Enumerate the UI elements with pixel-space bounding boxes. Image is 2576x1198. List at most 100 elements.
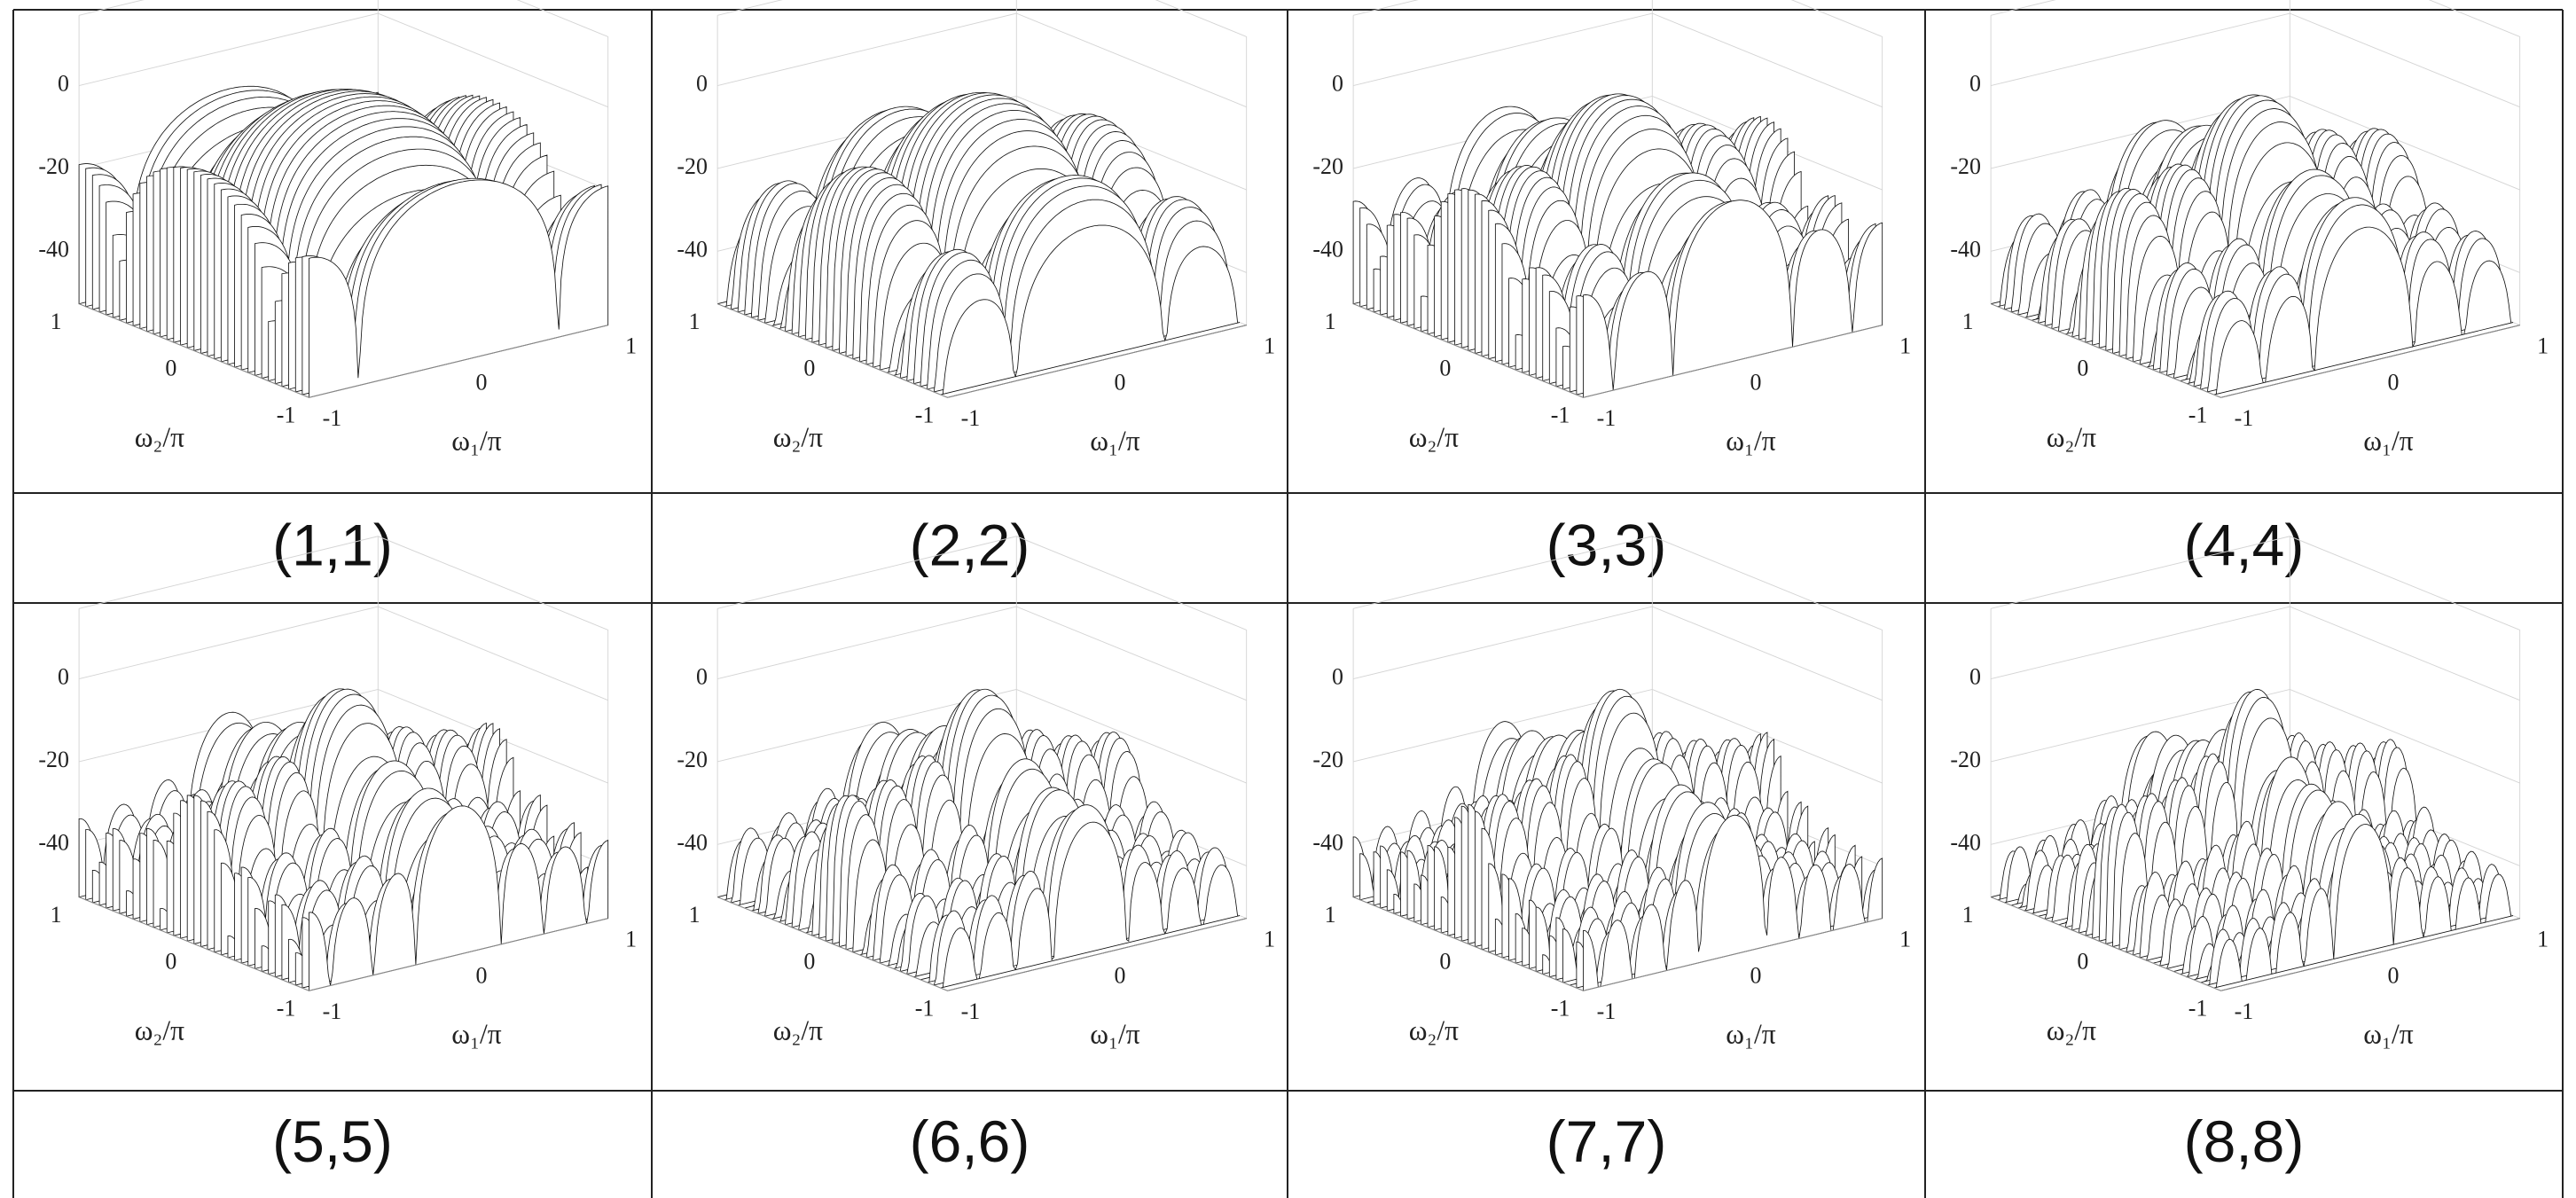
surface-strip (940, 821, 1241, 989)
box-edge (1352, 0, 1883, 37)
axis-line (1990, 897, 2520, 991)
z-tick-label: -40 (38, 829, 69, 855)
x-tick-label: 1 (1899, 333, 1911, 359)
surface-strip (2213, 226, 2514, 395)
x-tick-label: 0 (476, 369, 488, 395)
axis-line (78, 303, 608, 398)
z-tick-label: 0 (58, 664, 69, 690)
x-tick-label: -1 (961, 405, 981, 431)
box-edge (1990, 536, 2520, 630)
x-axis-label: ω₁/π (1090, 1018, 1139, 1049)
axis-line (1352, 303, 1883, 398)
y-tick-label: -1 (2188, 402, 2208, 427)
panel-label: (4,4) (2184, 512, 2305, 577)
x-tick-label: 0 (2388, 369, 2400, 395)
x-tick-label: 0 (1115, 369, 1126, 395)
axis-line (1352, 897, 1883, 991)
y-tick-label: -1 (1551, 995, 1570, 1021)
panel-label: (6,6) (910, 1108, 1030, 1174)
x-tick-label: 0 (1115, 962, 1126, 988)
z-tick-label: -40 (1950, 236, 1981, 262)
x-tick-label: 1 (1264, 927, 1275, 952)
y-tick-label: -1 (1551, 402, 1570, 427)
z-tick-label: 0 (696, 664, 708, 690)
y-tick-label: 1 (51, 902, 62, 928)
x-tick-label: 0 (2388, 962, 2400, 988)
x-tick-label: 1 (1899, 927, 1911, 952)
x-axis-label: ω₁/π (1090, 425, 1139, 456)
panel-label: (1,1) (272, 512, 393, 577)
y-tick-label: -1 (915, 402, 935, 427)
axis-line (78, 897, 608, 991)
x-axis-label: ω₁/π (451, 425, 501, 456)
surface-plot: 0 -20 -40 -1 0 1 -1 0 1 ω₁/π ω₂/π (677, 0, 1275, 456)
grid-line (1352, 606, 1883, 701)
surface-strip (1583, 814, 1883, 991)
grid-line (716, 606, 1247, 701)
y-tick-label: 0 (2077, 949, 2088, 975)
z-tick-label: -40 (1312, 829, 1343, 855)
y-tick-label: -1 (277, 402, 296, 427)
surface-strip (940, 224, 1241, 395)
x-tick-label: -1 (1597, 405, 1617, 431)
x-tick-label: 1 (2537, 927, 2549, 952)
z-tick-label: 0 (1332, 664, 1343, 690)
axis-line (1990, 303, 2520, 398)
panel-label: (3,3) (1546, 512, 1667, 577)
grid-line (1990, 606, 2520, 701)
surface-plot: 0 -20 -40 -1 0 1 -1 0 1 ω₁/π ω₂/π (38, 536, 637, 1049)
x-tick-label: -1 (323, 405, 342, 431)
x-tick-label: 0 (1750, 369, 1762, 395)
y-tick-label: 0 (803, 949, 815, 975)
y-tick-label: 0 (803, 356, 815, 381)
x-tick-label: 0 (476, 962, 488, 988)
x-axis-label: ω₁/π (2363, 425, 2413, 456)
grid-line (716, 12, 1247, 108)
z-tick-label: 0 (1969, 71, 1981, 97)
y-tick-label: 1 (1962, 902, 1974, 928)
z-tick-label: -40 (1950, 829, 1981, 855)
x-tick-label: -1 (323, 998, 342, 1024)
z-tick-label: -20 (677, 153, 708, 179)
z-tick-label: -20 (677, 747, 708, 772)
y-tick-label: 1 (689, 309, 701, 334)
x-tick-label: 0 (1750, 962, 1762, 988)
panel-label: (2,2) (910, 512, 1030, 577)
y-tick-label: 0 (1439, 356, 1451, 381)
surface-plot: 0 -20 -40 -1 0 1 -1 0 1 ω₁/π ω₂/π (1312, 0, 1911, 456)
x-tick-label: 1 (625, 927, 637, 952)
grid-line (716, 95, 1247, 191)
surface-plot: 0 -20 -40 -1 0 1 -1 0 1 ω₁/π ω₂/π (677, 536, 1275, 1049)
grid-line (1352, 688, 1883, 784)
surface-strip (1583, 200, 1883, 398)
surface-plot: 0 -20 -40 -1 0 1 -1 0 1 ω₁/π ω₂/π (1950, 536, 2549, 1049)
z-tick-label: -20 (1312, 153, 1343, 179)
grid-line (1990, 95, 2520, 191)
panel-label: (7,7) (1546, 1108, 1667, 1174)
y-tick-label: -1 (915, 995, 935, 1021)
box-edge (78, 536, 608, 630)
y-tick-label: 0 (165, 949, 176, 975)
z-tick-label: -40 (677, 829, 708, 855)
box-edge (1352, 536, 1883, 630)
y-axis-label: ω₂/π (773, 1015, 823, 1046)
z-tick-label: 0 (696, 71, 708, 97)
z-tick-label: -20 (38, 153, 69, 179)
box-edge (716, 0, 1247, 37)
x-tick-label: -1 (2235, 405, 2254, 431)
table-borders (12, 9, 2564, 1198)
x-axis-label: ω₁/π (2363, 1018, 2413, 1049)
y-tick-label: 1 (1962, 309, 1974, 334)
y-tick-label: -1 (277, 995, 296, 1021)
y-tick-label: 1 (1325, 309, 1336, 334)
grid-line (1990, 688, 2520, 784)
z-tick-label: 0 (1969, 664, 1981, 690)
y-tick-label: 1 (1325, 902, 1336, 928)
surface-plot: 0 -20 -40 -1 0 1 -1 0 1 ω₁/π ω₂/π (38, 0, 637, 456)
z-tick-label: -40 (1312, 236, 1343, 262)
grid-line (78, 606, 608, 701)
box-edge (78, 0, 608, 37)
y-axis-label: ω₂/π (135, 1015, 184, 1046)
y-axis-label: ω₂/π (2047, 422, 2096, 453)
